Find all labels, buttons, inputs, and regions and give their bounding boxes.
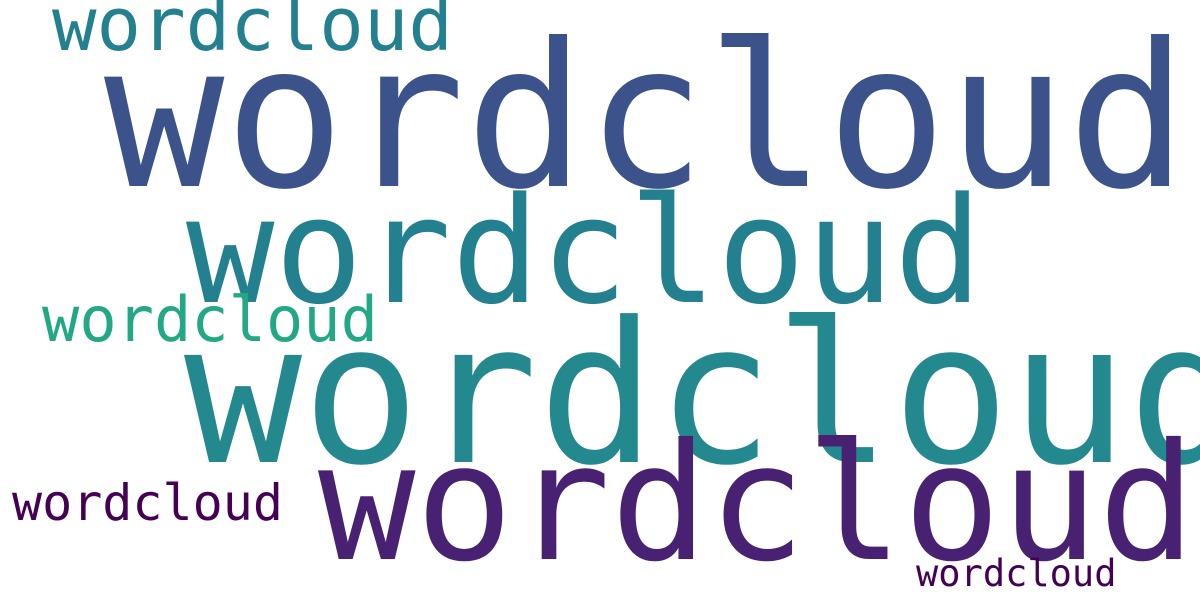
word: wordcloud	[318, 410, 1196, 598]
word: wordcloud	[42, 283, 378, 356]
word: wordcloud	[104, 1, 1188, 234]
word: wordcloud	[916, 552, 1117, 595]
word: wordcloud	[52, 0, 453, 68]
word: wordcloud	[184, 281, 1200, 509]
word: wordcloud	[12, 474, 283, 532]
word: wordcloud	[186, 166, 983, 337]
